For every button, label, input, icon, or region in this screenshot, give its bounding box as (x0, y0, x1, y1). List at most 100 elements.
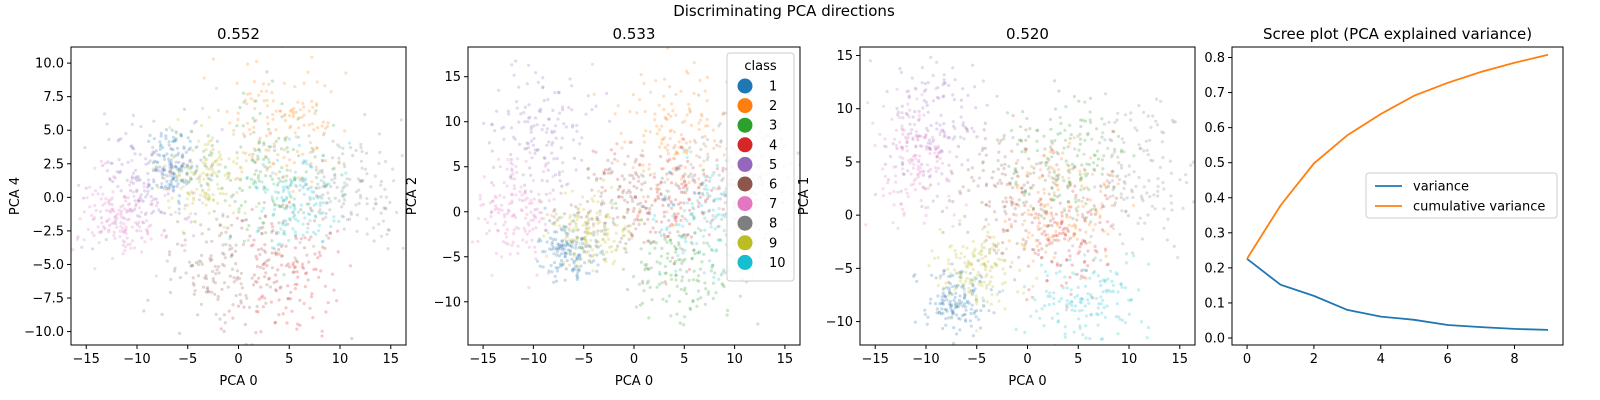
point-class-6 (683, 172, 687, 176)
point-class-10 (1072, 330, 1076, 334)
point-class-5 (495, 109, 499, 113)
point-class-5 (515, 100, 519, 104)
point-class-9 (567, 227, 571, 231)
point-class-1 (955, 271, 959, 275)
point-class-6 (627, 188, 631, 192)
point-class-4 (310, 292, 314, 296)
point-class-6 (993, 210, 997, 214)
point-class-8 (365, 232, 369, 236)
point-class-10 (1109, 269, 1113, 273)
point-class-4 (1063, 237, 1067, 241)
point-class-6 (635, 186, 639, 190)
point-class-9 (962, 282, 966, 287)
point-class-7 (917, 158, 921, 163)
point-class-8 (1127, 164, 1131, 168)
point-class-6 (261, 266, 266, 271)
point-class-6 (260, 232, 264, 236)
point-class-4 (692, 191, 696, 195)
point-class-8 (365, 217, 369, 221)
point-class-5 (551, 140, 555, 145)
point-class-3 (1100, 135, 1104, 139)
point-class-10 (324, 184, 329, 188)
point-class-5 (137, 178, 141, 182)
point-class-7 (94, 208, 98, 212)
point-class-5 (883, 162, 888, 166)
point-class-4 (611, 217, 615, 221)
point-class-1 (575, 256, 579, 260)
point-class-8 (361, 178, 365, 183)
point-class-2 (310, 122, 314, 126)
point-class-7 (514, 164, 518, 169)
point-class-5 (143, 189, 147, 193)
point-class-5 (144, 195, 148, 199)
point-class-3 (1043, 178, 1047, 182)
point-class-6 (196, 313, 200, 317)
point-class-4 (701, 212, 705, 216)
point-class-4 (686, 159, 690, 163)
point-class-3 (1066, 199, 1070, 204)
point-class-7 (490, 199, 494, 203)
point-class-9 (170, 196, 174, 200)
point-class-3 (258, 216, 262, 220)
point-class-2 (649, 90, 653, 94)
point-class-5 (126, 209, 130, 213)
point-class-3 (1053, 107, 1058, 111)
point-class-3 (284, 179, 288, 183)
point-class-5 (541, 86, 545, 90)
point-class-10 (1029, 314, 1033, 318)
point-class-3 (645, 263, 649, 267)
point-class-10 (284, 219, 288, 223)
point-class-6 (595, 217, 599, 221)
point-class-5 (951, 120, 955, 124)
point-class-9 (589, 255, 593, 259)
point-class-5 (945, 177, 949, 181)
point-class-6 (569, 203, 573, 207)
point-class-1 (584, 271, 589, 275)
point-class-5 (76, 235, 80, 239)
point-class-9 (964, 264, 968, 268)
point-class-5 (540, 178, 544, 182)
point-class-5 (138, 215, 142, 219)
point-class-7 (154, 274, 158, 278)
point-class-1 (535, 259, 540, 263)
point-class-9 (1001, 282, 1005, 286)
point-class-7 (476, 239, 480, 243)
point-class-2 (665, 117, 669, 121)
point-class-9 (580, 195, 585, 199)
point-class-4 (1091, 258, 1096, 262)
point-class-5 (131, 209, 135, 213)
point-class-1 (963, 318, 968, 322)
point-class-5 (482, 121, 486, 125)
point-class-4 (1064, 281, 1068, 285)
point-class-2 (306, 70, 310, 74)
point-class-9 (961, 244, 965, 249)
point-class-2 (668, 85, 672, 89)
point-class-3 (696, 289, 701, 293)
point-class-4 (676, 184, 681, 188)
point-class-6 (683, 191, 688, 195)
point-class-2 (1037, 217, 1041, 221)
point-class-6 (1021, 237, 1025, 242)
point-class-6 (1008, 181, 1012, 185)
point-class-10 (276, 231, 280, 235)
point-class-6 (218, 223, 222, 228)
point-class-7 (107, 198, 111, 202)
point-class-6 (167, 253, 172, 257)
point-class-2 (677, 140, 681, 144)
point-class-4 (1049, 211, 1053, 215)
plot-area (1246, 53, 1549, 331)
legend-marker-7 (737, 196, 753, 212)
point-class-10 (720, 213, 724, 217)
point-class-1 (945, 286, 949, 290)
point-class-2 (252, 125, 256, 129)
point-class-7 (483, 217, 487, 221)
point-class-7 (506, 158, 510, 162)
point-class-1 (587, 271, 591, 276)
point-class-10 (337, 219, 341, 223)
point-class-3 (280, 205, 284, 209)
point-class-4 (1093, 212, 1097, 216)
y-tick-label: 0.7 (1204, 86, 1225, 101)
point-class-10 (1091, 271, 1095, 275)
point-class-1 (180, 179, 184, 183)
point-class-3 (664, 271, 668, 275)
